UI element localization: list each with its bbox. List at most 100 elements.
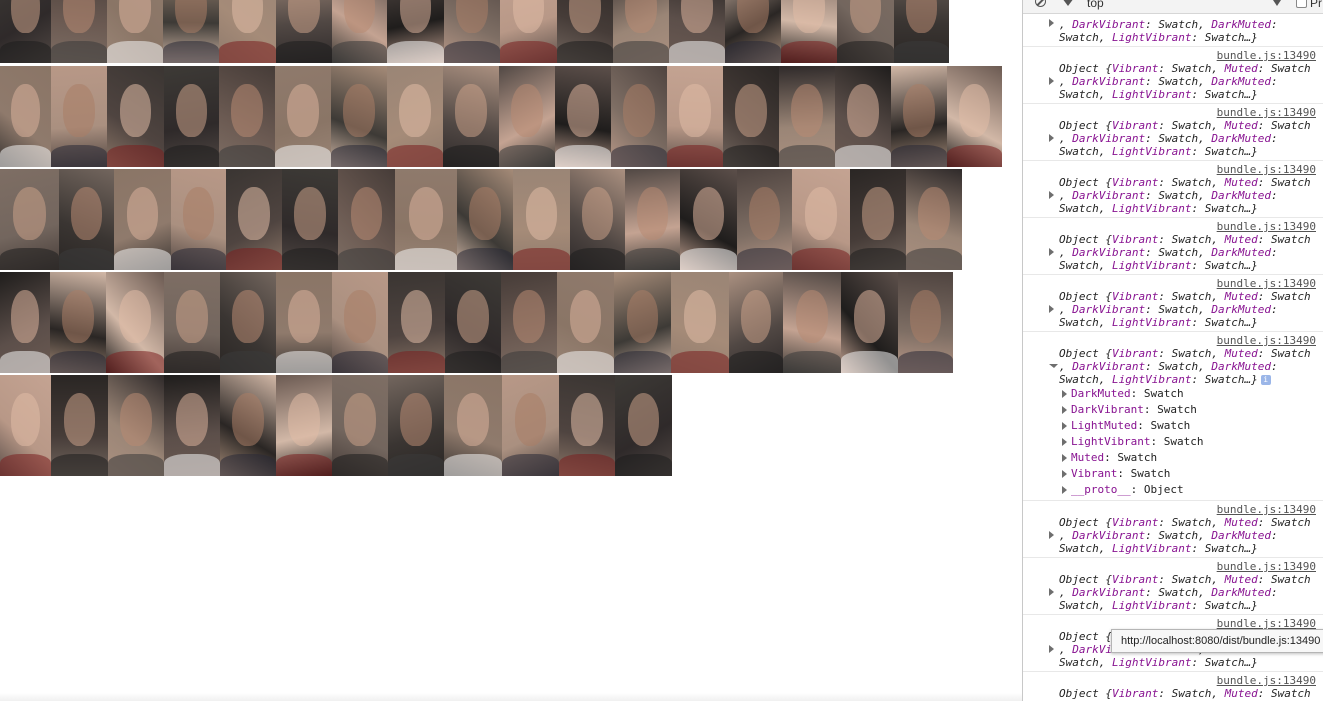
gallery-photo[interactable] — [723, 66, 779, 167]
gallery-photo[interactable] — [276, 375, 332, 476]
collapse-triangle-icon[interactable] — [1049, 364, 1058, 368]
expand-triangle-icon[interactable] — [1049, 191, 1054, 199]
expand-triangle-icon[interactable] — [1049, 305, 1054, 313]
gallery-photo[interactable] — [444, 0, 500, 63]
gallery-photo[interactable] — [669, 0, 725, 63]
gallery-photo[interactable] — [220, 375, 276, 476]
object-property[interactable]: DarkVibrant: Swatch — [1062, 402, 1197, 418]
source-link[interactable]: bundle.js:13490 — [1216, 163, 1316, 176]
gallery-photo[interactable] — [164, 272, 220, 373]
gallery-photo[interactable] — [107, 0, 163, 63]
source-link[interactable]: bundle.js:13490 — [1216, 617, 1316, 630]
gallery-photo[interactable] — [108, 375, 164, 476]
source-link[interactable]: bundle.js:13490 — [1216, 503, 1316, 516]
gallery-photo[interactable] — [282, 169, 338, 270]
gallery-photo[interactable] — [680, 169, 737, 270]
gallery-photo[interactable] — [51, 66, 107, 167]
gallery-photo[interactable] — [276, 0, 332, 63]
gallery-photo[interactable] — [388, 375, 444, 476]
source-link[interactable]: bundle.js:13490 — [1216, 560, 1316, 573]
gallery-photo[interactable] — [276, 272, 332, 373]
gallery-photo[interactable] — [667, 66, 723, 167]
gallery-photo[interactable] — [332, 375, 388, 476]
object-property[interactable]: LightMuted: Swatch — [1062, 418, 1190, 434]
gallery-photo[interactable] — [387, 0, 444, 63]
gallery-photo[interactable] — [51, 0, 107, 63]
expand-triangle-icon[interactable] — [1049, 588, 1054, 596]
object-property[interactable]: Muted: Swatch — [1062, 450, 1157, 466]
gallery-photo[interactable] — [559, 375, 615, 476]
gallery-photo[interactable] — [171, 169, 226, 270]
gallery-photo[interactable] — [395, 169, 457, 270]
gallery-photo[interactable] — [332, 272, 388, 373]
gallery-photo[interactable] — [114, 169, 171, 270]
gallery-photo[interactable] — [0, 0, 51, 63]
gallery-photo[interactable] — [557, 272, 614, 373]
expand-triangle-icon[interactable] — [1049, 19, 1054, 27]
gallery-photo[interactable] — [51, 375, 108, 476]
gallery-photo[interactable] — [555, 66, 611, 167]
gallery-photo[interactable] — [226, 169, 282, 270]
expand-triangle-icon[interactable] — [1062, 390, 1067, 398]
expand-triangle-icon[interactable] — [1049, 248, 1054, 256]
gallery-photo[interactable] — [725, 0, 781, 63]
gallery-photo[interactable] — [0, 169, 59, 270]
gallery-photo[interactable] — [220, 272, 276, 373]
gallery-photo[interactable] — [737, 169, 792, 270]
source-link[interactable]: bundle.js:13490 — [1216, 106, 1316, 119]
gallery-photo[interactable] — [671, 272, 729, 373]
expand-triangle-icon[interactable] — [1062, 406, 1067, 414]
filter-icon[interactable] — [1062, 0, 1074, 6]
object-property[interactable]: DarkMuted: Swatch — [1062, 386, 1184, 402]
source-link[interactable]: bundle.js:13490 — [1216, 277, 1316, 290]
gallery-photo[interactable] — [947, 66, 1002, 167]
gallery-photo[interactable] — [50, 272, 106, 373]
gallery-photo[interactable] — [894, 0, 949, 63]
gallery-photo[interactable] — [338, 169, 395, 270]
gallery-photo[interactable] — [779, 66, 835, 167]
gallery-photo[interactable] — [219, 0, 276, 63]
gallery-photo[interactable] — [906, 169, 962, 270]
gallery-photo[interactable] — [387, 66, 443, 167]
gallery-photo[interactable] — [0, 66, 51, 167]
gallery-photo[interactable] — [792, 169, 850, 270]
source-link[interactable]: bundle.js:13490 — [1216, 674, 1316, 687]
gallery-photo[interactable] — [107, 66, 164, 167]
expand-triangle-icon[interactable] — [1062, 422, 1067, 430]
gallery-photo[interactable] — [570, 169, 625, 270]
expand-triangle-icon[interactable] — [1049, 645, 1054, 653]
gallery-photo[interactable] — [501, 272, 557, 373]
source-link[interactable]: bundle.js:13490 — [1216, 220, 1316, 233]
gallery-photo[interactable] — [611, 66, 667, 167]
gallery-photo[interactable] — [835, 66, 891, 167]
gallery-photo[interactable] — [331, 66, 387, 167]
gallery-photo[interactable] — [499, 66, 555, 167]
gallery-photo[interactable] — [614, 272, 671, 373]
console-log-message[interactable]: , DarkVibrant: Swatch, DarkMuted: Swatch,… — [1023, 0, 1323, 47]
source-link[interactable]: bundle.js:13490 — [1216, 334, 1316, 347]
gallery-photo[interactable] — [841, 272, 898, 373]
gallery-photo[interactable] — [332, 0, 387, 63]
expand-triangle-icon[interactable] — [1049, 134, 1054, 142]
gallery-photo[interactable] — [163, 0, 219, 63]
clear-console-icon[interactable] — [1035, 0, 1046, 7]
gallery-photo[interactable] — [850, 169, 906, 270]
gallery-photo[interactable] — [444, 375, 502, 476]
gallery-photo[interactable] — [219, 66, 275, 167]
gallery-photo[interactable] — [164, 66, 219, 167]
expand-triangle-icon[interactable] — [1062, 470, 1067, 478]
gallery-photo[interactable] — [0, 272, 50, 373]
gallery-photo[interactable] — [502, 375, 559, 476]
gallery-photo[interactable] — [445, 272, 501, 373]
expand-triangle-icon[interactable] — [1062, 486, 1067, 494]
gallery-photo[interactable] — [513, 169, 570, 270]
gallery-photo[interactable] — [443, 66, 499, 167]
gallery-photo[interactable] — [615, 375, 672, 476]
